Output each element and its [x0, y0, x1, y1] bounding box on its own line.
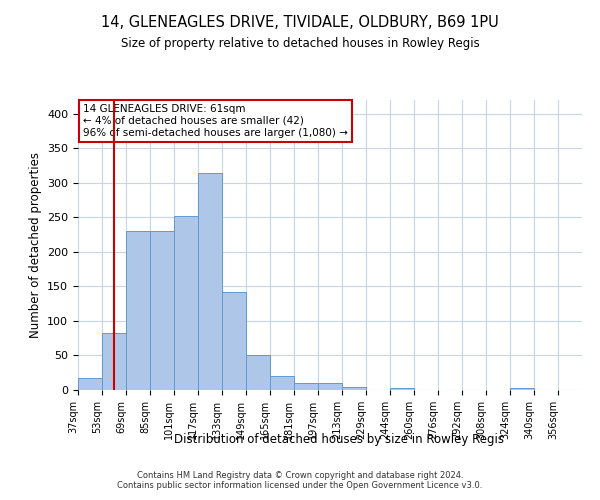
Bar — [390, 388, 414, 390]
Text: Size of property relative to detached houses in Rowley Regis: Size of property relative to detached ho… — [121, 38, 479, 51]
Bar — [246, 356, 270, 390]
Text: 14, GLENEAGLES DRIVE, TIVIDALE, OLDBURY, B69 1PU: 14, GLENEAGLES DRIVE, TIVIDALE, OLDBURY,… — [101, 15, 499, 30]
Bar — [294, 383, 318, 390]
Bar — [342, 386, 366, 390]
Bar — [174, 216, 198, 390]
Bar — [222, 292, 246, 390]
Bar — [270, 376, 294, 390]
Text: Contains HM Land Registry data © Crown copyright and database right 2024.
Contai: Contains HM Land Registry data © Crown c… — [118, 470, 482, 490]
Y-axis label: Number of detached properties: Number of detached properties — [29, 152, 41, 338]
Text: Distribution of detached houses by size in Rowley Regis: Distribution of detached houses by size … — [174, 432, 504, 446]
Bar — [198, 172, 222, 390]
Bar — [126, 231, 150, 390]
Bar — [318, 383, 342, 390]
Bar — [78, 378, 102, 390]
Bar — [150, 231, 174, 390]
Text: 14 GLENEAGLES DRIVE: 61sqm
← 4% of detached houses are smaller (42)
96% of semi-: 14 GLENEAGLES DRIVE: 61sqm ← 4% of detac… — [83, 104, 348, 138]
Bar — [510, 388, 534, 390]
Bar — [102, 332, 126, 390]
